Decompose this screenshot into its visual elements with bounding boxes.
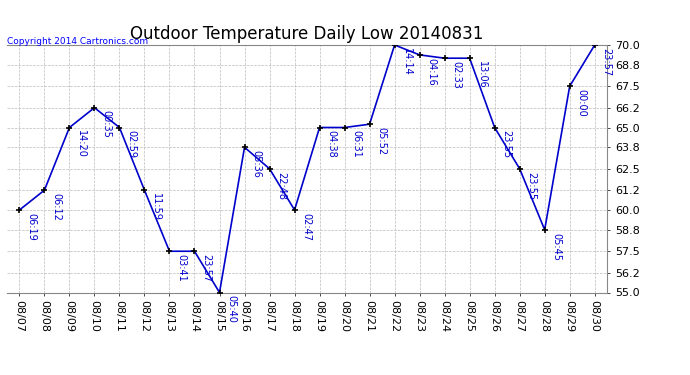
Text: 05:52: 05:52 — [377, 127, 386, 155]
Text: 04:16: 04:16 — [426, 58, 437, 86]
Text: 22:48: 22:48 — [277, 171, 286, 200]
Text: 05:45: 05:45 — [551, 232, 562, 261]
Text: 05:36: 05:36 — [251, 150, 262, 178]
Text: 05:40: 05:40 — [226, 295, 237, 323]
Text: 14:20: 14:20 — [77, 130, 86, 158]
Text: 23:55: 23:55 — [502, 130, 511, 158]
Text: 23:55: 23:55 — [526, 171, 537, 200]
Text: 11:59: 11:59 — [151, 193, 161, 221]
Text: 23:57: 23:57 — [602, 48, 611, 76]
Text: 14:14: 14:14 — [402, 48, 411, 75]
Text: 02:59: 02:59 — [126, 130, 137, 158]
Text: Temperature  (°F): Temperature (°F) — [558, 23, 643, 33]
Text: 04:38: 04:38 — [326, 130, 337, 158]
Text: 23:57: 23:57 — [201, 254, 211, 282]
Text: 06:19: 06:19 — [26, 213, 37, 240]
Text: 06:12: 06:12 — [51, 193, 61, 221]
Text: Copyright 2014 Cartronics.com: Copyright 2014 Cartronics.com — [7, 38, 148, 46]
Text: 02:47: 02:47 — [302, 213, 311, 241]
Text: 02:33: 02:33 — [451, 61, 462, 89]
Text: 00:00: 00:00 — [577, 89, 586, 117]
Text: 06:31: 06:31 — [351, 130, 362, 158]
Title: Outdoor Temperature Daily Low 20140831: Outdoor Temperature Daily Low 20140831 — [130, 26, 484, 44]
Text: 13:06: 13:06 — [477, 61, 486, 89]
Text: 03:41: 03:41 — [177, 254, 186, 282]
Text: 00:35: 00:35 — [101, 111, 111, 138]
